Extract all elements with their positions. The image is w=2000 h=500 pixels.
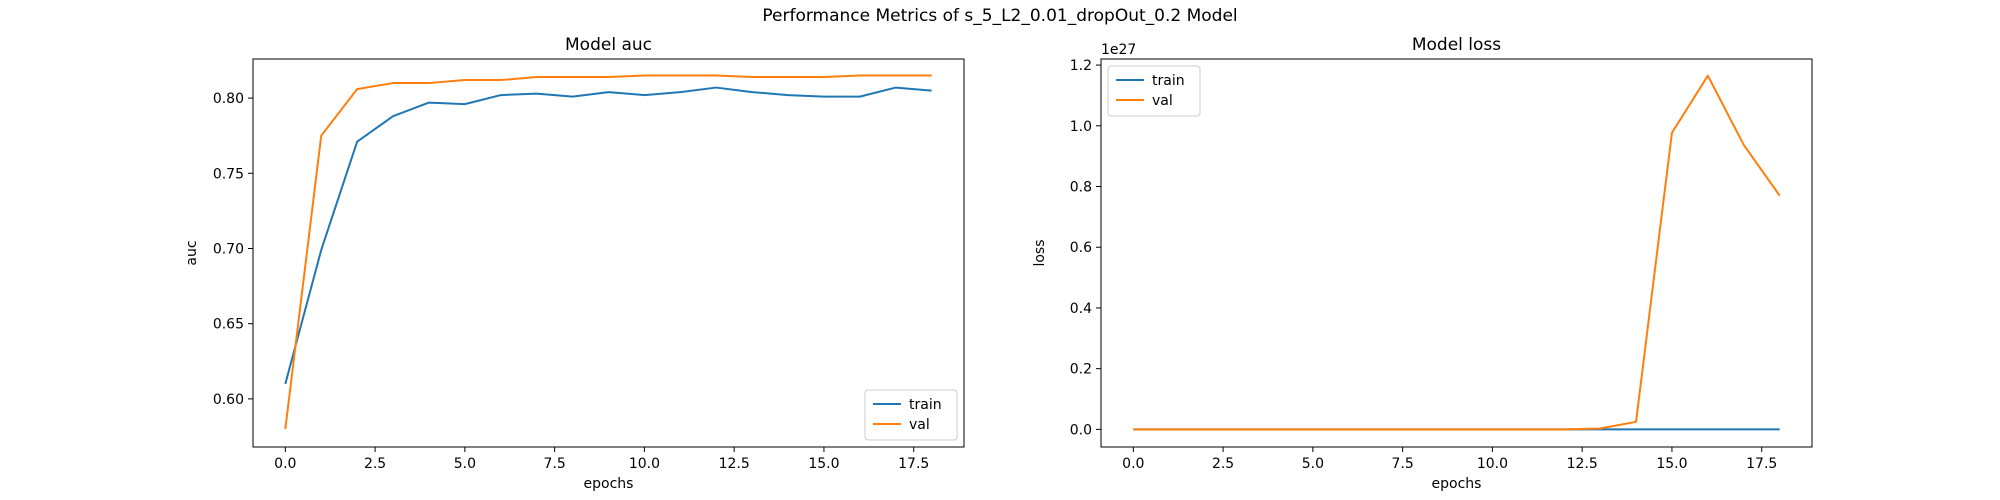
loss-y-offset-label: 1e27 — [1101, 42, 1136, 58]
loss-x-tick-label: 5.0 — [1302, 456, 1324, 472]
auc-chart-title: Model auc — [565, 35, 652, 55]
auc-legend-label-val: val — [909, 417, 930, 433]
loss-x-tick-label: 12.5 — [1567, 456, 1598, 472]
figure-suptitle: Performance Metrics of s_5_L2_0.01_dropO… — [762, 6, 1238, 26]
loss-y-tick-label: 1.2 — [1070, 58, 1092, 74]
auc-y-tick-label: 0.65 — [213, 317, 244, 333]
loss-x-tick-label: 2.5 — [1212, 456, 1234, 472]
auc-legend: train val — [864, 389, 958, 441]
loss-x-tick-label: 0.0 — [1122, 456, 1144, 472]
loss-y-tick-label: 0.8 — [1070, 180, 1092, 196]
auc-x-axis-label: epochs — [584, 476, 634, 492]
auc-legend-box — [864, 389, 958, 441]
auc-y-tick-label: 0.80 — [213, 91, 244, 107]
loss-y-tick-label: 0.2 — [1070, 362, 1092, 378]
loss-chart-title: Model loss — [1412, 35, 1501, 55]
auc-y-tick-label: 0.70 — [213, 241, 244, 257]
loss-x-tick-label: 17.5 — [1746, 456, 1777, 472]
auc-x-tick-label: 7.5 — [544, 456, 566, 472]
auc-legend-label-train: train — [909, 397, 942, 413]
loss-y-tick-label: 0.4 — [1070, 301, 1092, 317]
loss-legend-label-val: val — [1152, 93, 1173, 109]
auc-plot-frame — [252, 58, 965, 448]
auc-series-train-line — [284, 86, 932, 385]
loss-x-tick-label: 7.5 — [1392, 456, 1414, 472]
auc-y-tick-label: 0.60 — [213, 392, 244, 408]
loss-x-axis-label: epochs — [1432, 476, 1482, 492]
loss-y-tick-label: 0.0 — [1070, 422, 1092, 438]
auc-panel: Model auc 0.0 2.5 5.0 7.5 10.0 12.5 15.0 17.5 0.6… — [184, 35, 965, 492]
loss-plot-frame — [1100, 58, 1813, 448]
loss-legend: train val — [1107, 65, 1201, 117]
auc-x-tick-label: 12.5 — [719, 456, 750, 472]
loss-panel: Model loss 0.0 2.5 5.0 7.5 10.0 12.5 15.0 17.5 0.… — [1032, 35, 1813, 492]
auc-y-tick-label: 0.75 — [213, 166, 244, 182]
auc-x-tick-label: 2.5 — [364, 456, 386, 472]
loss-legend-box — [1107, 65, 1201, 117]
auc-x-tick-label: 0.0 — [274, 456, 296, 472]
loss-legend-label-train: train — [1152, 73, 1185, 89]
auc-series-val-line — [284, 74, 932, 430]
auc-x-tick-label: 5.0 — [454, 456, 476, 472]
auc-x-tick-label: 17.5 — [898, 456, 929, 472]
auc-x-tick-label: 15.0 — [808, 456, 839, 472]
loss-x-tick-label: 10.0 — [1477, 456, 1508, 472]
loss-y-tick-label: 1.0 — [1070, 119, 1092, 135]
loss-y-axis-label: loss — [1032, 239, 1048, 266]
auc-y-axis-label: auc — [184, 240, 200, 265]
loss-y-tick-label: 0.6 — [1070, 240, 1092, 256]
loss-series-val-line — [1133, 74, 1781, 431]
auc-x-tick-label: 10.0 — [629, 456, 660, 472]
loss-x-tick-label: 15.0 — [1656, 456, 1687, 472]
